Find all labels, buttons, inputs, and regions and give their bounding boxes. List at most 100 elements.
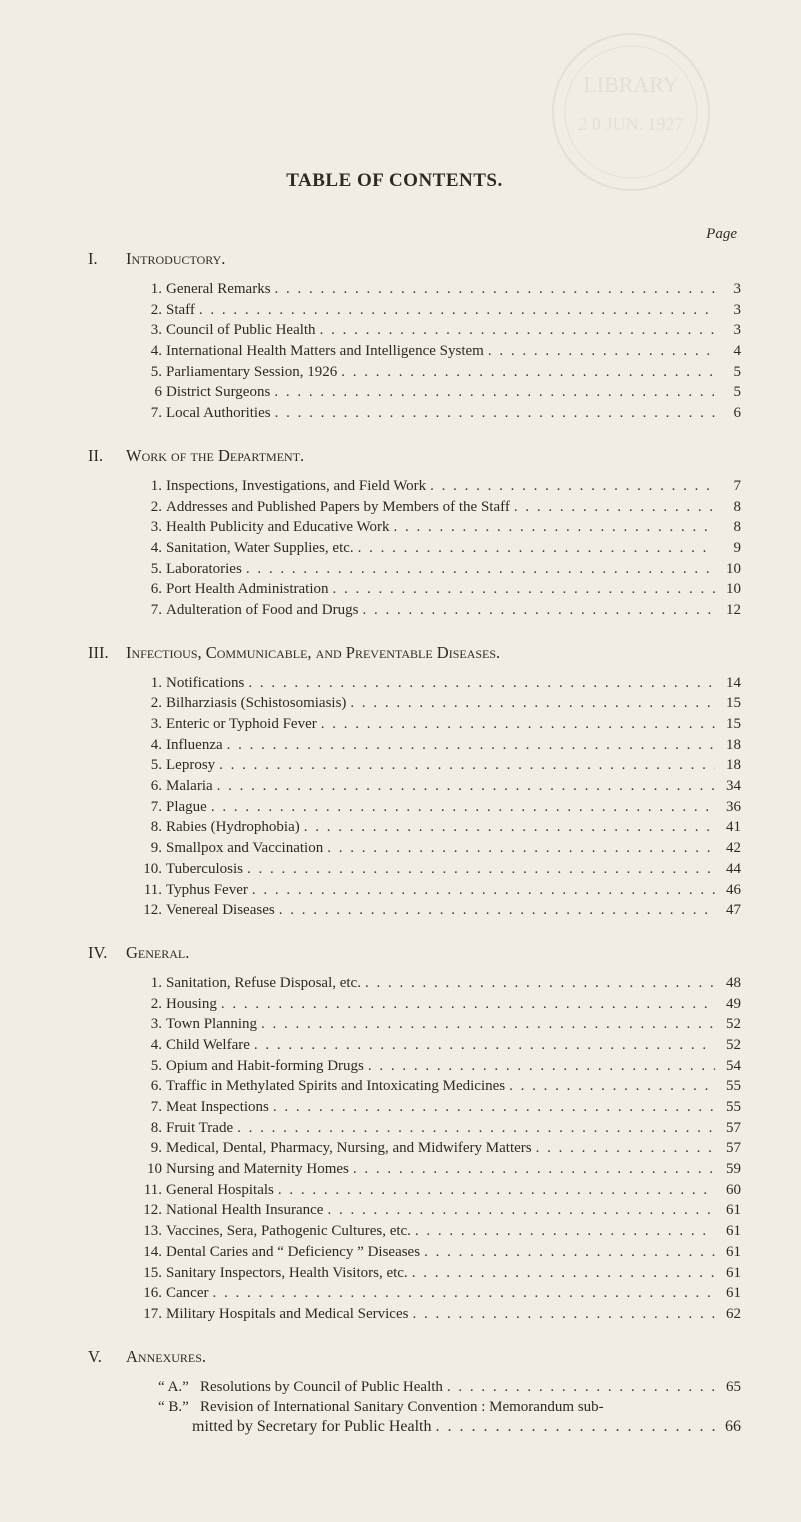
item-number: 9. [140,1138,166,1159]
annex-label-line1: Revision of International Sanitary Conve… [200,1397,604,1418]
leader-dots: . . . . . . . . . . . . . . . . . . . . … [364,1056,715,1077]
item-number: 2. [140,300,166,321]
toc-item-row: 4.Influenza. . . . . . . . . . . . . . .… [140,735,741,756]
annex-page: 66 [715,1418,741,1436]
item-number: 3. [140,320,166,341]
item-number: 16. [140,1283,166,1304]
leader-dots: . . . . . . . . . . . . . . . . . . . . … [329,579,716,600]
item-number: 5. [140,362,166,383]
section-roman: I. [88,249,126,269]
item-number: 2. [140,693,166,714]
leader-dots: . . . . . . . . . . . . . . . . . . . . … [426,476,715,497]
item-label: District Surgeons [166,382,270,403]
leader-dots: . . . . . . . . . . . . . . . . . . . . … [408,1304,715,1325]
item-page: 18 [715,755,741,776]
item-page: 3 [715,300,741,321]
leader-dots: . . . . . . . . . . . . . . . . . . . . … [510,497,715,518]
item-number: 11. [140,1180,166,1201]
item-label: General Hospitals [166,1180,274,1201]
item-number: 6 [140,382,166,403]
toc-item-row: 8.Rabies (Hydrophobia). . . . . . . . . … [140,817,741,838]
item-page: 10 [715,579,741,600]
item-label: Bilharziasis (Schistosomiasis) [166,693,346,714]
toc-item-row: 9.Smallpox and Vaccination. . . . . . . … [140,838,741,859]
leader-dots: . . . . . . . . . . . . . . . . . . . . … [243,859,715,880]
leader-dots: . . . . . . . . . . . . . . . . . . . . … [223,735,715,756]
item-page: 61 [715,1200,741,1221]
toc-item-row: 16.Cancer. . . . . . . . . . . . . . . .… [140,1283,741,1304]
item-number: 1. [140,673,166,694]
toc-item-row: 14.Dental Caries and “ Deficiency ” Dise… [140,1242,741,1263]
leader-dots: . . . . . . . . . . . . . . . . . . . . … [443,1377,715,1398]
leader-dots: . . . . . . . . . . . . . . . . . . . . … [217,994,715,1015]
item-page: 57 [715,1118,741,1139]
leader-dots: . . . . . . . . . . . . . . . . . . . . … [213,776,715,797]
toc-item-row: 13.Vaccines, Sera, Pathogenic Cultures, … [140,1221,741,1242]
item-number: 5. [140,559,166,580]
toc-item-row: 7.Adulteration of Food and Drugs. . . . … [140,600,741,621]
item-label: Addresses and Published Papers by Member… [166,497,510,518]
item-number: 7. [140,600,166,621]
section-roman: II. [88,446,126,466]
leader-dots: . . . . . . . . . . . . . . . . . . . . … [257,1014,715,1035]
item-label: Venereal Diseases [166,900,275,921]
item-number: 10. [140,859,166,880]
item-number: 17. [140,1304,166,1325]
section-title: Introductory. [126,249,225,269]
svg-text:2 0 JUN. 1927: 2 0 JUN. 1927 [578,114,683,134]
item-number: 6. [140,776,166,797]
item-page: 44 [715,859,741,880]
toc-item-row: 7.Local Authorities. . . . . . . . . . .… [140,403,741,424]
leader-dots: . . . . . . . . . . . . . . . . . . . . … [248,880,715,901]
toc-section: I.Introductory.1.General Remarks. . . . … [88,249,741,424]
item-page: 42 [715,838,741,859]
item-label: Health Publicity and Educative Work [166,517,389,538]
toc-item-row: 2.Addresses and Published Papers by Memb… [140,497,741,518]
toc-item-row: 6.Malaria. . . . . . . . . . . . . . . .… [140,776,741,797]
toc-item-row: 17.Military Hospitals and Medical Servic… [140,1304,741,1325]
leader-dots: . . . . . . . . . . . . . . . . . . . . … [346,693,715,714]
leader-dots: . . . . . . . . . . . . . . . . . . . . … [250,1035,715,1056]
toc-item-row: 2.Housing. . . . . . . . . . . . . . . .… [140,994,741,1015]
section-roman: III. [88,643,126,663]
toc-section: IV.General.1.Sanitation, Refuse Disposal… [88,943,741,1325]
item-label: Nursing and Maternity Homes [166,1159,349,1180]
item-label: General Remarks [166,279,271,300]
leader-dots: . . . . . . . . . . . . . . . . . . . . … [323,838,715,859]
item-page: 9 [715,538,741,559]
item-number: 3. [140,517,166,538]
toc-item-row: 5.Parliamentary Session, 1926. . . . . .… [140,362,741,383]
item-label: Adulteration of Food and Drugs [166,600,358,621]
toc-item-row: 10.Tuberculosis. . . . . . . . . . . . .… [140,859,741,880]
item-label: Council of Public Health [166,320,316,341]
leader-dots: . . . . . . . . . . . . . . . . . . . . … [274,1180,715,1201]
leader-dots: . . . . . . . . . . . . . . . . . . . . … [270,382,715,403]
item-page: 5 [715,382,741,403]
item-label: Malaria [166,776,213,797]
item-page: 57 [715,1138,741,1159]
item-page: 3 [715,279,741,300]
item-number: 4. [140,735,166,756]
section-roman: V. [88,1347,126,1367]
leader-dots: . . . . . . . . . . . . . . . . . . . . … [271,279,715,300]
item-number: 5. [140,1056,166,1077]
item-number: 3. [140,714,166,735]
toc-item-row: 2.Staff. . . . . . . . . . . . . . . . .… [140,300,741,321]
leader-dots: . . . . . . . . . . . . . . . . . . . . … [408,1263,715,1284]
leader-dots: . . . . . . . . . . . . . . . . . . . . … [431,1418,715,1436]
item-number: 1. [140,279,166,300]
item-page: 61 [715,1242,741,1263]
item-label: International Health Matters and Intelli… [166,341,484,362]
leader-dots: . . . . . . . . . . . . . . . . . . . . … [275,900,715,921]
leader-dots: . . . . . . . . . . . . . . . . . . . . … [361,973,715,994]
item-number: 6. [140,1076,166,1097]
section-annexures: V. Annexures. “ A.” Resolutions by Counc… [88,1347,741,1436]
item-page: 15 [715,693,741,714]
item-number: 8. [140,817,166,838]
item-number: 4. [140,1035,166,1056]
toc-item-row: 3.Enteric or Typhoid Fever. . . . . . . … [140,714,741,735]
item-label: Vaccines, Sera, Pathogenic Cultures, etc… [166,1221,411,1242]
item-label: Tuberculosis [166,859,243,880]
section-title: Infectious, Communicable, and Preventabl… [126,643,500,663]
annex-letter: “ A.” [158,1377,200,1398]
